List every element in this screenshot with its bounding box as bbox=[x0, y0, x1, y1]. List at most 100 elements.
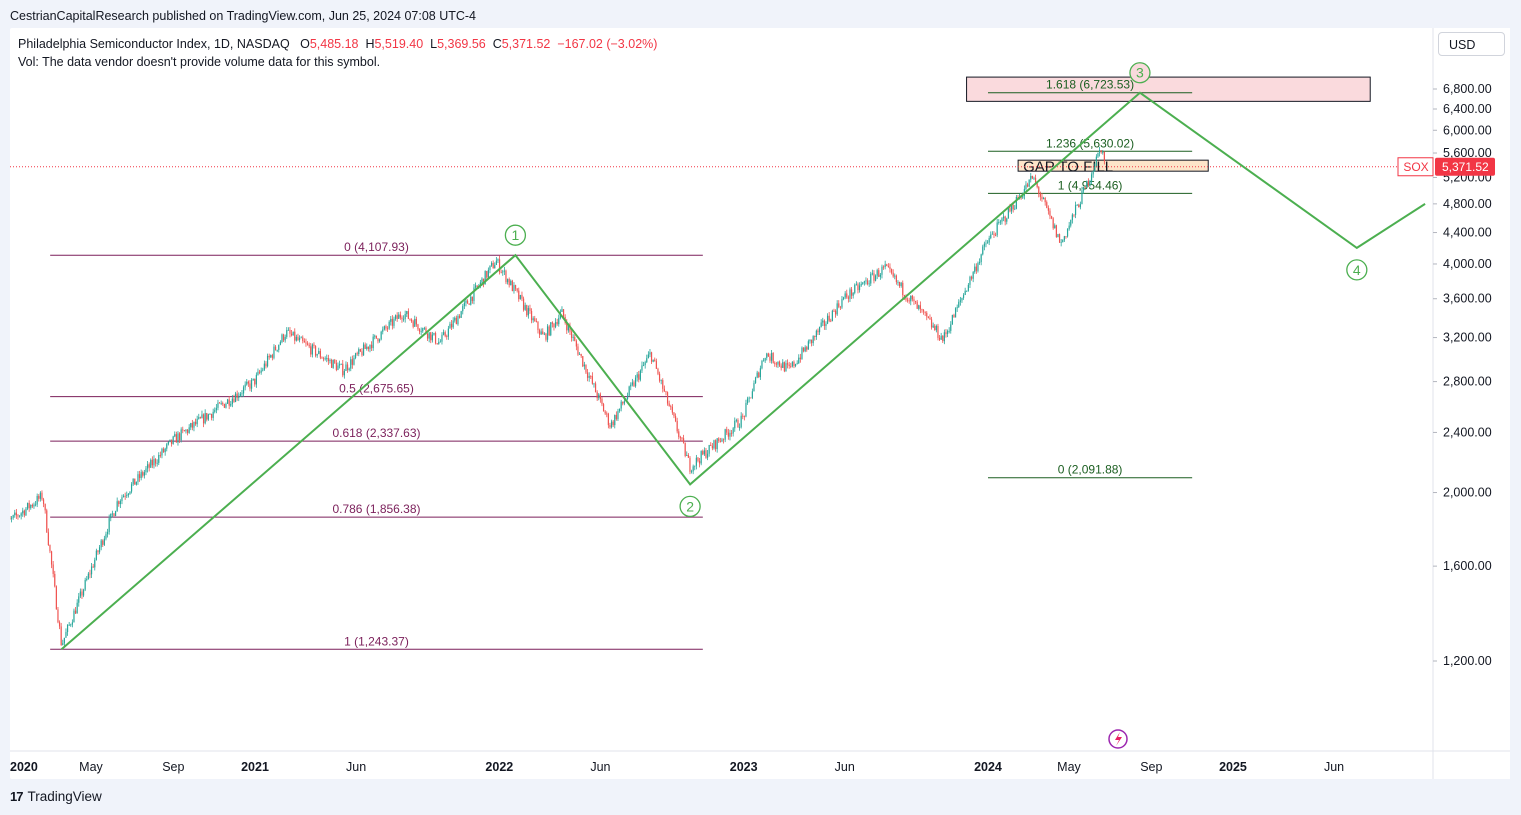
candle-body bbox=[588, 375, 590, 378]
candle-body bbox=[486, 271, 488, 278]
candle-body bbox=[466, 300, 469, 304]
candle-body bbox=[575, 340, 577, 347]
candle-body bbox=[505, 270, 507, 283]
candle-body bbox=[524, 305, 526, 310]
candle-body bbox=[1102, 151, 1104, 153]
candle-body bbox=[399, 314, 401, 318]
candle-body bbox=[546, 326, 549, 340]
candle-body bbox=[268, 355, 270, 358]
candle-body bbox=[814, 336, 816, 338]
candle-body bbox=[108, 518, 110, 532]
candle-body bbox=[673, 412, 675, 417]
candle-body bbox=[905, 296, 907, 300]
candle-body bbox=[751, 391, 753, 398]
candle-body bbox=[319, 351, 321, 358]
candle-body bbox=[50, 551, 53, 565]
fib-extension-label: 1.618 (6,723.53) bbox=[1046, 78, 1134, 92]
candle-body bbox=[198, 417, 200, 419]
candle-body bbox=[209, 413, 211, 415]
candle-body bbox=[116, 501, 118, 512]
symbol-name[interactable]: Philadelphia Semiconductor Index, 1D, NA… bbox=[18, 37, 290, 51]
candle-body bbox=[938, 337, 941, 340]
candle-body bbox=[55, 586, 57, 610]
candle-body bbox=[698, 460, 701, 464]
zones: GAP TO FILL bbox=[966, 76, 1371, 176]
candle-body bbox=[868, 283, 870, 285]
candle-body bbox=[676, 420, 678, 432]
candle-body bbox=[1074, 205, 1077, 215]
candle-body bbox=[1047, 207, 1049, 211]
candle-body bbox=[287, 329, 289, 331]
candle-body bbox=[514, 285, 517, 289]
candle-body bbox=[668, 403, 670, 407]
candle-body bbox=[798, 357, 800, 364]
candle-body bbox=[550, 322, 552, 336]
candle-body bbox=[407, 311, 409, 319]
candle-body bbox=[780, 365, 782, 368]
candle-body bbox=[615, 414, 617, 420]
candle-body bbox=[42, 499, 45, 504]
candle-body bbox=[578, 353, 581, 355]
candle-body bbox=[916, 301, 918, 309]
candle-body bbox=[137, 474, 139, 482]
candle-body bbox=[484, 271, 486, 285]
candle-body bbox=[326, 358, 328, 359]
candle-body bbox=[636, 374, 638, 378]
candle-body bbox=[239, 393, 241, 396]
candle-body bbox=[714, 440, 717, 450]
candle-body bbox=[730, 432, 733, 434]
candle-body bbox=[694, 465, 696, 467]
candle-body bbox=[927, 316, 929, 318]
candle-body bbox=[143, 472, 145, 476]
candle-body bbox=[865, 280, 867, 282]
candle-body bbox=[921, 309, 923, 311]
price-tag-box bbox=[1435, 157, 1495, 176]
candle-body bbox=[338, 364, 341, 366]
candle-body bbox=[369, 344, 371, 349]
candle-body bbox=[871, 273, 873, 275]
candle-body bbox=[1073, 214, 1075, 216]
candle-body bbox=[849, 289, 851, 299]
candle-body bbox=[828, 315, 830, 321]
price-chart[interactable]: GAP TO FILL 0 (4,107.93) 0.5 (2,675.65) 0.… bbox=[10, 28, 1510, 779]
candle-body bbox=[66, 624, 69, 633]
candle-body bbox=[87, 573, 89, 579]
high-label: H bbox=[365, 37, 375, 51]
candle-body bbox=[767, 353, 769, 357]
candle-body bbox=[442, 332, 445, 335]
candle-body bbox=[191, 423, 193, 428]
candle-body bbox=[687, 455, 689, 458]
candle-body bbox=[822, 320, 824, 323]
candle-body bbox=[753, 383, 755, 392]
candle-body bbox=[356, 353, 358, 355]
candle-body bbox=[1066, 229, 1069, 237]
candle-body bbox=[910, 295, 912, 302]
candle-body bbox=[919, 305, 921, 310]
candle-body bbox=[988, 238, 990, 243]
candle-body bbox=[222, 403, 224, 404]
candle-body bbox=[169, 439, 171, 442]
candle-body bbox=[681, 437, 683, 439]
candle-body bbox=[1098, 150, 1101, 153]
candle-body bbox=[1038, 187, 1040, 194]
tradingview-logo[interactable]: 17 TradingView bbox=[10, 789, 102, 804]
candle-body bbox=[631, 382, 633, 385]
candle-body bbox=[454, 317, 456, 321]
candle-body bbox=[367, 346, 369, 349]
candle-body bbox=[78, 596, 80, 603]
candle-body bbox=[330, 359, 333, 368]
candle-body bbox=[151, 459, 153, 466]
lightning-icon bbox=[1108, 729, 1128, 749]
candle-body bbox=[812, 336, 814, 344]
change-value: −167.02 (−3.02%) bbox=[557, 37, 658, 51]
candle-body bbox=[953, 314, 955, 318]
candle-body bbox=[580, 353, 582, 357]
candle-body bbox=[20, 513, 22, 516]
candle-body bbox=[793, 361, 795, 367]
currency-button[interactable]: USD bbox=[1438, 32, 1505, 56]
candle-body bbox=[63, 637, 65, 644]
candle-body bbox=[742, 415, 744, 417]
chart-area[interactable]: GAP TO FILL 0 (4,107.93) 0.5 (2,675.65) 0.… bbox=[10, 28, 1510, 779]
candle-body bbox=[535, 321, 537, 322]
candle-body bbox=[911, 295, 913, 300]
